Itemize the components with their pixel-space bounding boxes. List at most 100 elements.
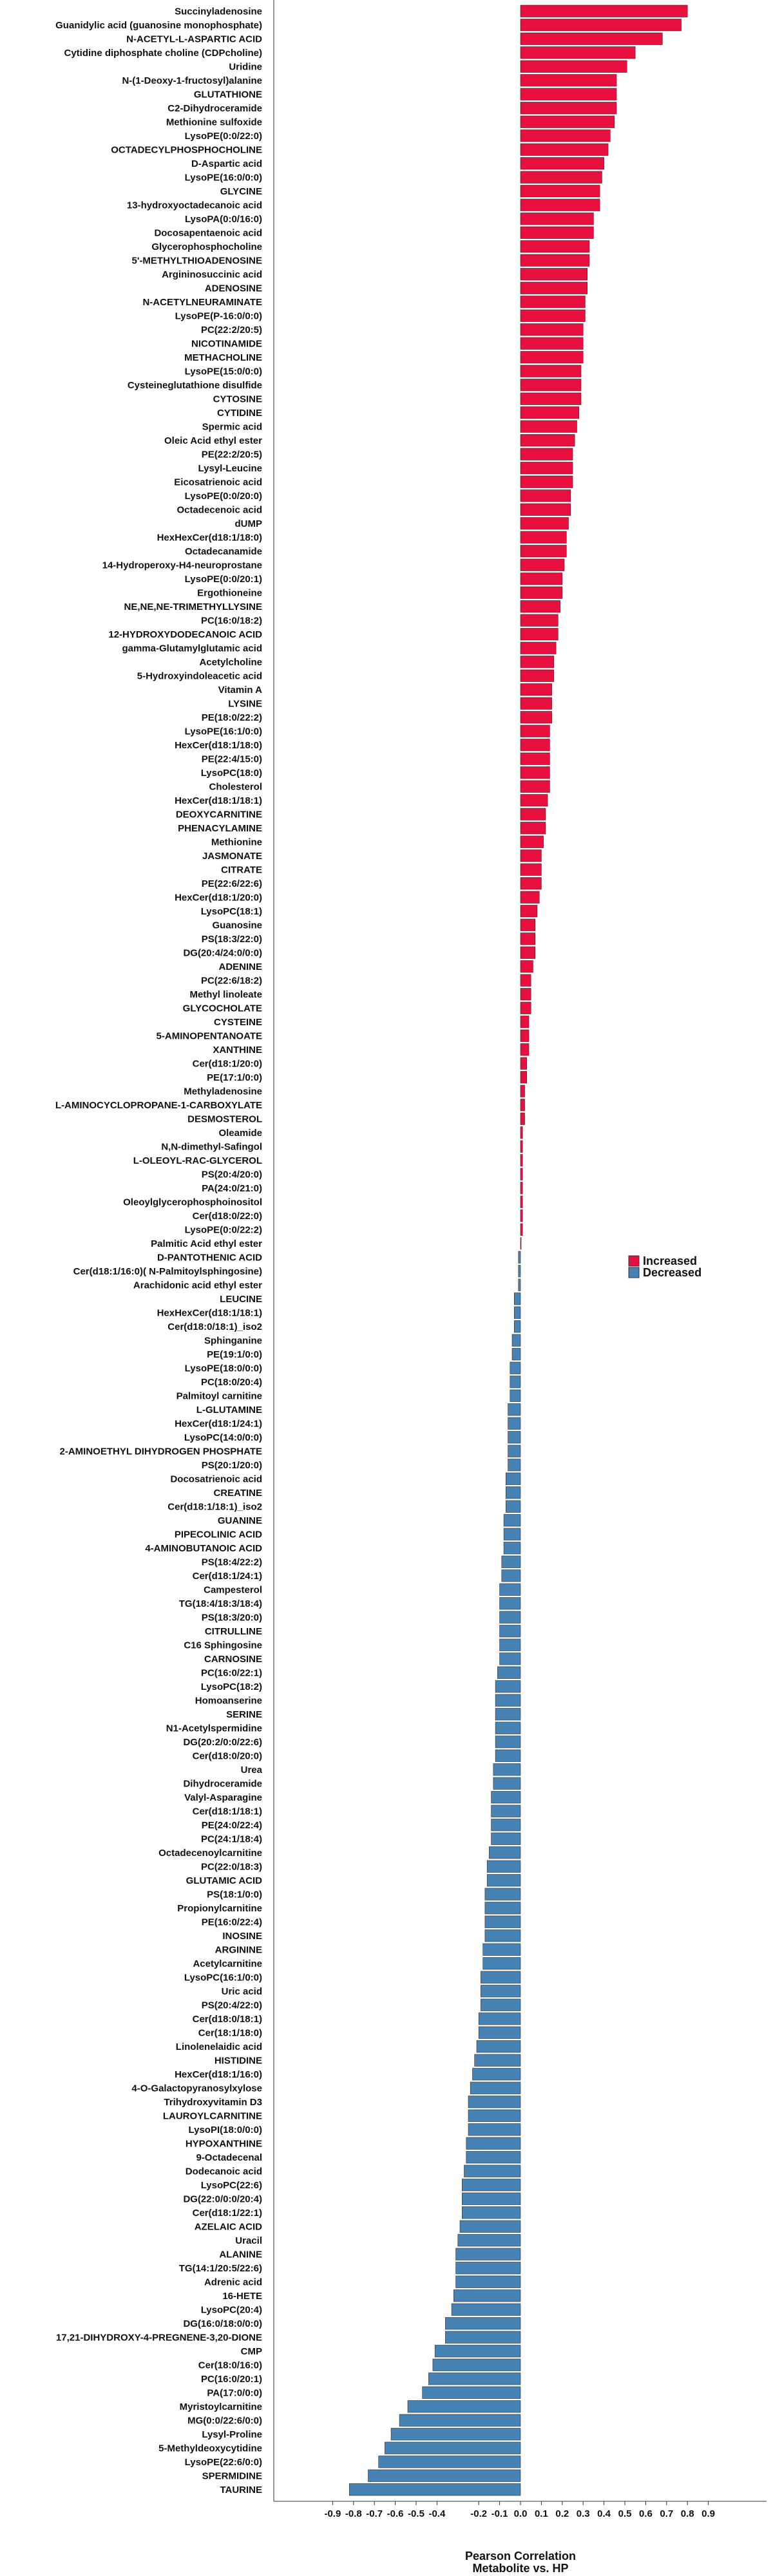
category-label-64: HexCer(d18:1/20:0)	[175, 893, 262, 904]
bar-2	[520, 32, 663, 45]
bar-11	[520, 157, 604, 170]
category-label-154: HYPOXANTHINE	[186, 2139, 262, 2150]
bar-55	[520, 766, 550, 779]
category-label-6: GLUTATHIONE	[194, 90, 262, 100]
category-label-17: Glycerophosphocholine	[151, 242, 262, 252]
x-tick-label-14: 0.6	[639, 2508, 653, 2519]
bar-107	[505, 1486, 521, 1499]
bar-17	[520, 240, 590, 253]
category-label-55: LysoPC(18:0)	[201, 768, 262, 779]
category-label-120: PC(16:0/22:1)	[201, 1668, 262, 1679]
bar-44	[520, 614, 558, 627]
bar-104	[508, 1444, 521, 1457]
bar-161	[457, 2234, 521, 2247]
bar-66	[520, 918, 536, 931]
category-label-61: JASMONATE	[202, 851, 262, 862]
category-label-95: Cer(d18:0/18:1)_iso2	[167, 1321, 262, 1332]
category-label-56: Cholesterol	[209, 782, 262, 793]
category-label-160: AZELAIC ACID	[195, 2222, 262, 2233]
category-label-62: CITRATE	[221, 865, 262, 876]
bar-85	[520, 1182, 523, 1195]
bar-144	[481, 1998, 521, 2011]
bar-172	[422, 2386, 521, 2399]
bar-23	[520, 323, 584, 336]
bar-122	[495, 1694, 521, 1707]
bar-83	[520, 1154, 523, 1167]
category-label-130: Cer(d18:1/18:1)	[193, 1806, 262, 1817]
bar-27	[520, 379, 582, 392]
bar-61	[520, 849, 542, 862]
category-label-42: Ergothioneine	[197, 588, 262, 599]
category-label-82: N,N-dimethyl-Safingol	[161, 1142, 262, 1153]
bar-74	[520, 1029, 530, 1042]
x-tick-label-7: -0.1	[491, 2508, 508, 2519]
category-label-145: Cer(d18:0/18:1)	[193, 2014, 262, 2025]
bar-117	[499, 1625, 521, 1638]
category-label-84: PS(20:4/20:0)	[202, 1170, 262, 1180]
category-label-140: ARGININE	[215, 1945, 262, 1956]
category-label-33: Lysyl-Leucine	[198, 463, 262, 474]
bar-110	[503, 1528, 521, 1540]
category-label-58: DEOXYCARNITINE	[176, 810, 262, 820]
bar-54	[520, 752, 550, 765]
bar-59	[520, 822, 546, 835]
category-label-54: PE(22:4/15:0)	[202, 754, 262, 765]
category-label-28: CYTOSINE	[213, 394, 262, 405]
bar-36	[520, 503, 571, 516]
category-label-87: Cer(d18:0/22:0)	[193, 1211, 262, 1222]
bar-98	[510, 1361, 521, 1374]
category-label-114: Campesterol	[204, 1585, 262, 1596]
bar-15	[520, 213, 594, 225]
bar-14	[520, 198, 600, 211]
bar-25	[520, 351, 584, 364]
x-tick-label-1: -0.8	[345, 2508, 362, 2519]
bar-105	[508, 1459, 521, 1472]
bar-88	[520, 1223, 523, 1236]
x-tick-label-17: 0.9	[701, 2508, 715, 2519]
bar-18	[520, 254, 590, 267]
x-axis: -0.9 -0.8 -0.7 -0.6 -0.5 -0.4 -0.2 -0.1 0.0 0.1 0.…	[273, 0, 767, 2519]
legend-swatch-decreased	[628, 1267, 640, 1278]
bar-163	[455, 2262, 521, 2275]
bar-86	[520, 1195, 523, 1208]
category-label-73: CYSTEINE	[214, 1017, 262, 1028]
bar-19	[520, 268, 587, 281]
bar-20	[520, 281, 587, 294]
x-tick-label-6: -0.2	[470, 2508, 487, 2519]
category-label-115: TG(18:4/18:3/18:4)	[179, 1598, 262, 1609]
category-label-178: SPERMIDINE	[202, 2471, 262, 2482]
bar-34	[520, 475, 573, 488]
bar-37	[520, 517, 569, 530]
category-label-169: CMP	[241, 2346, 262, 2357]
bar-179	[348, 2483, 521, 2496]
x-tick-label-2: -0.7	[366, 2508, 383, 2519]
bar-156	[464, 2164, 521, 2177]
bar-89	[520, 1237, 522, 1250]
legend-label-decreased: Decreased	[643, 1266, 701, 1279]
category-label-159: Cer(d18:1/22:1)	[193, 2208, 262, 2219]
bar-91	[518, 1265, 521, 1278]
legend-label-increased: Increased	[643, 1255, 697, 1267]
bar-0	[520, 5, 688, 17]
bar-22	[520, 309, 586, 322]
category-label-43: NE,NE,NE-TRIMETHYLLYSINE	[124, 601, 262, 612]
category-label-66: Guanosine	[212, 920, 262, 931]
bar-167	[445, 2317, 521, 2330]
bar-131	[491, 1819, 521, 1832]
bar-45	[520, 628, 558, 641]
category-label-80: DESMOSTEROL	[187, 1114, 262, 1125]
bar-79	[520, 1099, 525, 1112]
bar-109	[503, 1514, 521, 1527]
bar-52	[520, 724, 550, 737]
category-label-35: LysoPE(0:0/20:0)	[185, 491, 262, 502]
category-label-124: N1-Acetylspermidine	[166, 1723, 262, 1734]
category-label-137: Propionylcarnitine	[177, 1903, 262, 1914]
bar-48	[520, 669, 555, 682]
category-label-74: 5-AMINOPENTANOATE	[157, 1031, 262, 1042]
bar-139	[484, 1929, 521, 1942]
category-label-127: Urea	[241, 1765, 263, 1776]
category-label-15: LysoPA(0:0/16:0)	[185, 214, 262, 225]
category-label-166: LysoPC(20:4)	[201, 2305, 262, 2316]
category-label-150: 4-O-Galactopyranosylxylose	[131, 2083, 262, 2094]
category-label-65: LysoPC(18:1)	[201, 906, 262, 917]
